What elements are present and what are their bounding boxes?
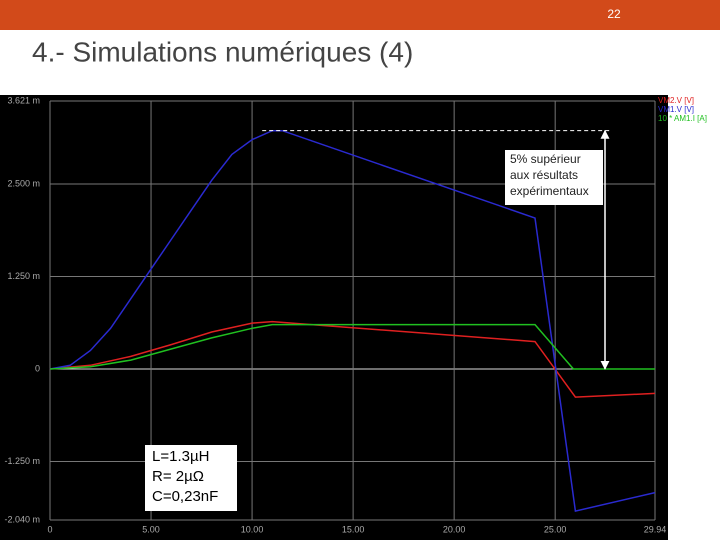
parameter: R= 2µΩ [152,468,204,485]
slide-title: 4.- Simulations numériques (4) [32,36,413,67]
x-tick-label: 25.00 [544,524,567,534]
x-tick-label: 0 [47,524,52,534]
series-line [49,129,656,513]
annotation-box [505,150,603,205]
x-tick-label: 20.00 [443,524,466,534]
series-line [49,323,655,370]
header-bar [0,0,720,30]
x-tick-label: 15.00 [342,524,365,534]
slide-number: 22 [607,7,621,21]
legend-entry: VM2.V [V] [658,96,694,105]
y-tick-label: 1.250 m [7,271,40,281]
y-tick-label: 3.621 m [7,95,40,105]
annotation: 5% supérieur aux résultats expérimentaux [510,152,589,198]
y-tick-label: 2.500 m [7,178,40,188]
parameter: L=1.3µH [152,448,209,465]
legend-entry: VM1.V [V] [658,105,694,114]
x-tick-label: 5.00 [142,524,160,534]
legend-entry: 10 * AM1.I [A] [658,114,707,123]
x-tick-label: 10.00 [241,524,264,534]
parameter-box [145,445,237,511]
y-tick-label: -2.040 m [4,514,40,524]
x-tick-label: 29.94 [644,524,667,534]
y-tick-label: 0 [35,363,40,373]
parameter: C=0,23nF [152,488,218,505]
y-tick-label: -1.250 m [4,456,40,466]
